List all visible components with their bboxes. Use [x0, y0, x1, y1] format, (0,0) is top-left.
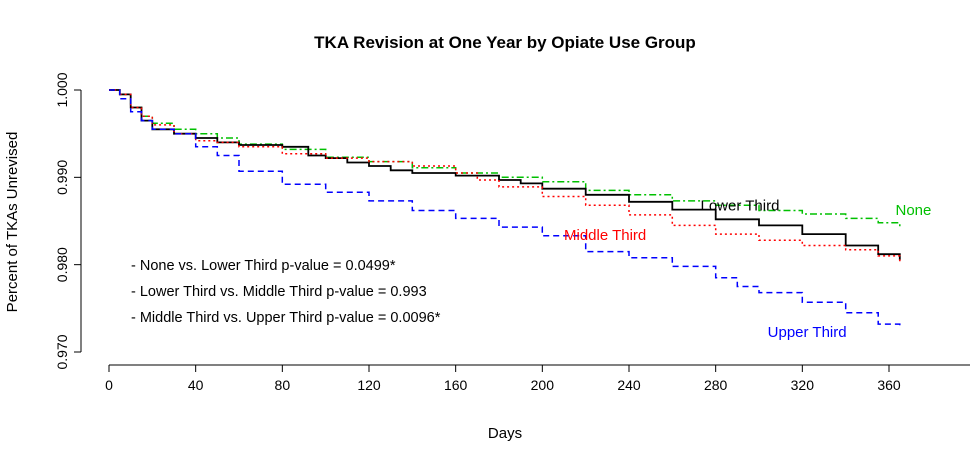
series-label-lower-third: Lower Third: [701, 198, 780, 215]
x-tick-label: 0: [105, 377, 113, 393]
series-line-none: [109, 89, 901, 228]
x-axis-label: Days: [488, 425, 522, 442]
series-line-lower-third: [109, 89, 901, 261]
series-label-middle-third: Middle Third: [564, 227, 646, 244]
annotation-middle-vs-upper: - Middle Third vs. Upper Third p-value =…: [131, 310, 441, 326]
y-tick-label: 0.980: [54, 247, 70, 282]
series-line-middle-third: [109, 89, 901, 262]
y-axis-ticks: 0.970 0.980 0.990 1.000: [54, 72, 81, 370]
x-tick-label: 240: [617, 377, 641, 393]
x-tick-label: 320: [791, 377, 815, 393]
x-axis-ticks: 0 40 80 120 160 200 240 280 320 360: [105, 365, 901, 393]
annotation-lower-vs-middle: - Lower Third vs. Middle Third p-value =…: [131, 284, 427, 300]
series-labels: None Lower Third Middle Third Upper Third: [564, 198, 931, 342]
y-tick-label: 0.970: [54, 334, 70, 369]
y-tick-label: 0.990: [54, 160, 70, 195]
series-line-upper-third: [109, 89, 901, 326]
x-tick-label: 360: [877, 377, 901, 393]
x-tick-label: 120: [357, 377, 381, 393]
annotation-none-vs-lower: - None vs. Lower Third p-value = 0.0499*: [131, 258, 396, 274]
x-tick-label: 280: [704, 377, 728, 393]
plot-lines: [109, 89, 901, 326]
x-tick-label: 160: [444, 377, 468, 393]
chart-title: TKA Revision at One Year by Opiate Use G…: [314, 33, 696, 52]
series-label-none: None: [896, 202, 932, 219]
y-tick-label: 1.000: [54, 72, 70, 107]
x-tick-label: 200: [531, 377, 555, 393]
series-label-upper-third: Upper Third: [768, 324, 847, 341]
x-tick-label: 40: [188, 377, 204, 393]
y-axis-label: Percent of TKAs Unrevised: [4, 132, 21, 313]
x-tick-label: 80: [275, 377, 291, 393]
